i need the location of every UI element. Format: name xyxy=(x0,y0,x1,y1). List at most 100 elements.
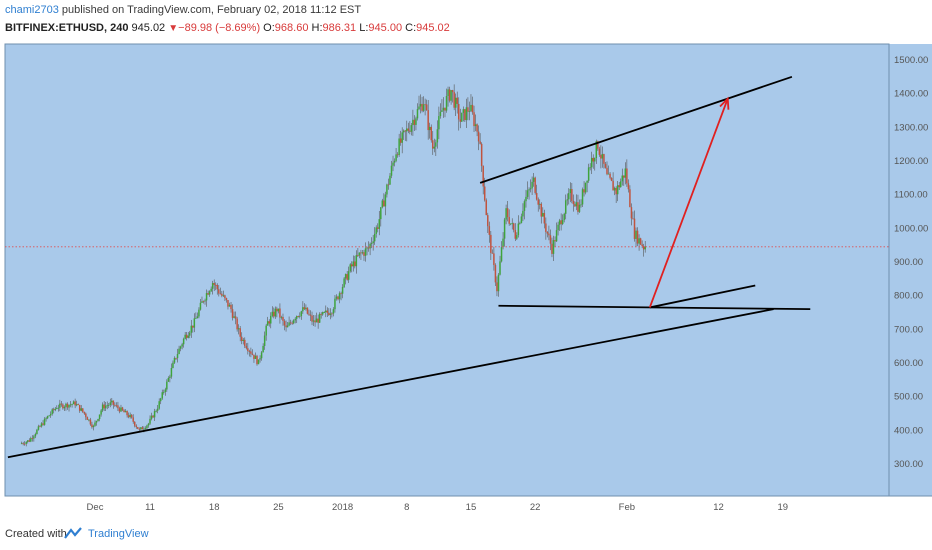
candle-body xyxy=(112,400,115,405)
candle-body xyxy=(74,401,76,406)
candle-body xyxy=(639,238,642,245)
tradingview-brand-link[interactable]: TradingView xyxy=(88,528,149,540)
candle-body xyxy=(121,407,124,411)
candle-body xyxy=(169,376,171,378)
candle-body xyxy=(80,408,82,411)
candle-body xyxy=(561,219,564,225)
candle-body xyxy=(225,298,228,301)
y-tick-label: 1200.00 xyxy=(894,156,928,167)
candle-body xyxy=(108,404,110,406)
candle-body xyxy=(178,348,180,355)
candle-body xyxy=(175,357,177,359)
candle-body xyxy=(137,427,139,429)
candle-body xyxy=(210,288,212,292)
candle-body xyxy=(276,308,278,312)
author-link[interactable]: chami2703 xyxy=(5,4,59,16)
time-axis[interactable] xyxy=(5,496,932,518)
candle-body xyxy=(92,425,95,428)
y-tick-label: 700.00 xyxy=(894,324,923,335)
target-arrow[interactable] xyxy=(648,98,729,308)
price-axis[interactable] xyxy=(889,44,932,496)
candle-body xyxy=(595,141,598,159)
candle-body xyxy=(248,351,251,352)
candle-body xyxy=(419,103,422,107)
candle-body xyxy=(552,240,555,254)
candle-body xyxy=(360,252,362,254)
candle-body xyxy=(621,175,624,182)
candle-body xyxy=(500,247,503,262)
candle-body xyxy=(457,103,460,120)
candle-body xyxy=(366,247,368,249)
x-tick-label: 22 xyxy=(530,502,541,513)
candle-body xyxy=(378,219,381,229)
candle-body xyxy=(630,207,633,219)
candle-body xyxy=(444,107,446,111)
candle-body xyxy=(557,224,559,231)
trendline[interactable] xyxy=(498,304,811,311)
candle-body xyxy=(428,126,431,131)
candle-body xyxy=(326,310,329,313)
candle-body xyxy=(387,184,390,186)
candle-body xyxy=(143,428,145,430)
candle-body xyxy=(299,316,301,317)
trendline[interactable] xyxy=(649,284,756,309)
tradingview-logo-icon[interactable] xyxy=(64,526,84,540)
candle-body xyxy=(566,199,569,201)
candle-body xyxy=(71,404,73,405)
plot-area[interactable] xyxy=(5,44,889,496)
trendline[interactable] xyxy=(7,308,774,459)
candle-body xyxy=(130,414,133,418)
candle-body xyxy=(517,223,520,236)
candle-body xyxy=(513,223,515,231)
candle-body xyxy=(118,408,121,412)
candle-body xyxy=(181,344,183,347)
candle-body xyxy=(363,252,365,256)
candle-body xyxy=(127,415,130,418)
candle-body xyxy=(179,346,182,349)
candle-body xyxy=(511,223,513,225)
candle-body xyxy=(141,427,144,430)
candle-body xyxy=(114,404,116,406)
candle-body xyxy=(427,110,429,131)
candle-body xyxy=(594,158,596,162)
candle-body xyxy=(390,165,393,176)
candle-body xyxy=(623,175,625,178)
candle-body xyxy=(75,404,78,406)
trendline[interactable] xyxy=(479,75,793,184)
candle-body xyxy=(214,284,217,286)
candle-body xyxy=(86,417,89,420)
candle-body xyxy=(538,203,541,205)
candle-body xyxy=(454,97,457,108)
y-tick-label: 1000.00 xyxy=(894,223,928,234)
candle-body xyxy=(227,300,229,307)
candle-body xyxy=(644,246,646,250)
candle-body xyxy=(286,325,289,328)
candle-body xyxy=(62,404,64,409)
candle-body xyxy=(627,183,630,190)
candle-body xyxy=(221,293,223,296)
candle-body xyxy=(153,411,156,418)
candle-body xyxy=(52,409,55,411)
candle-body xyxy=(219,293,222,295)
candle-body xyxy=(285,325,287,328)
candle-body xyxy=(435,142,437,147)
candle-body xyxy=(270,315,272,324)
price-chart[interactable]: 300.00 400.00 500.00 600.00 700.00 800.00 900.… xyxy=(0,42,932,518)
candle-body xyxy=(493,253,495,266)
candle-body xyxy=(558,220,561,225)
x-tick-label: Dec xyxy=(87,502,104,513)
candle-body xyxy=(436,129,439,143)
candle-body xyxy=(306,307,309,314)
candle-body xyxy=(320,313,322,315)
candle-body xyxy=(616,185,619,195)
candle-body xyxy=(335,296,338,299)
candle-body xyxy=(245,345,248,349)
candle-body xyxy=(189,332,191,336)
candle-body xyxy=(201,301,203,303)
candle-body xyxy=(184,334,186,339)
candle-body xyxy=(636,230,639,244)
candle-body xyxy=(447,89,449,96)
candle-body xyxy=(383,200,385,207)
candle-body xyxy=(36,429,38,435)
candle-body xyxy=(488,226,491,235)
